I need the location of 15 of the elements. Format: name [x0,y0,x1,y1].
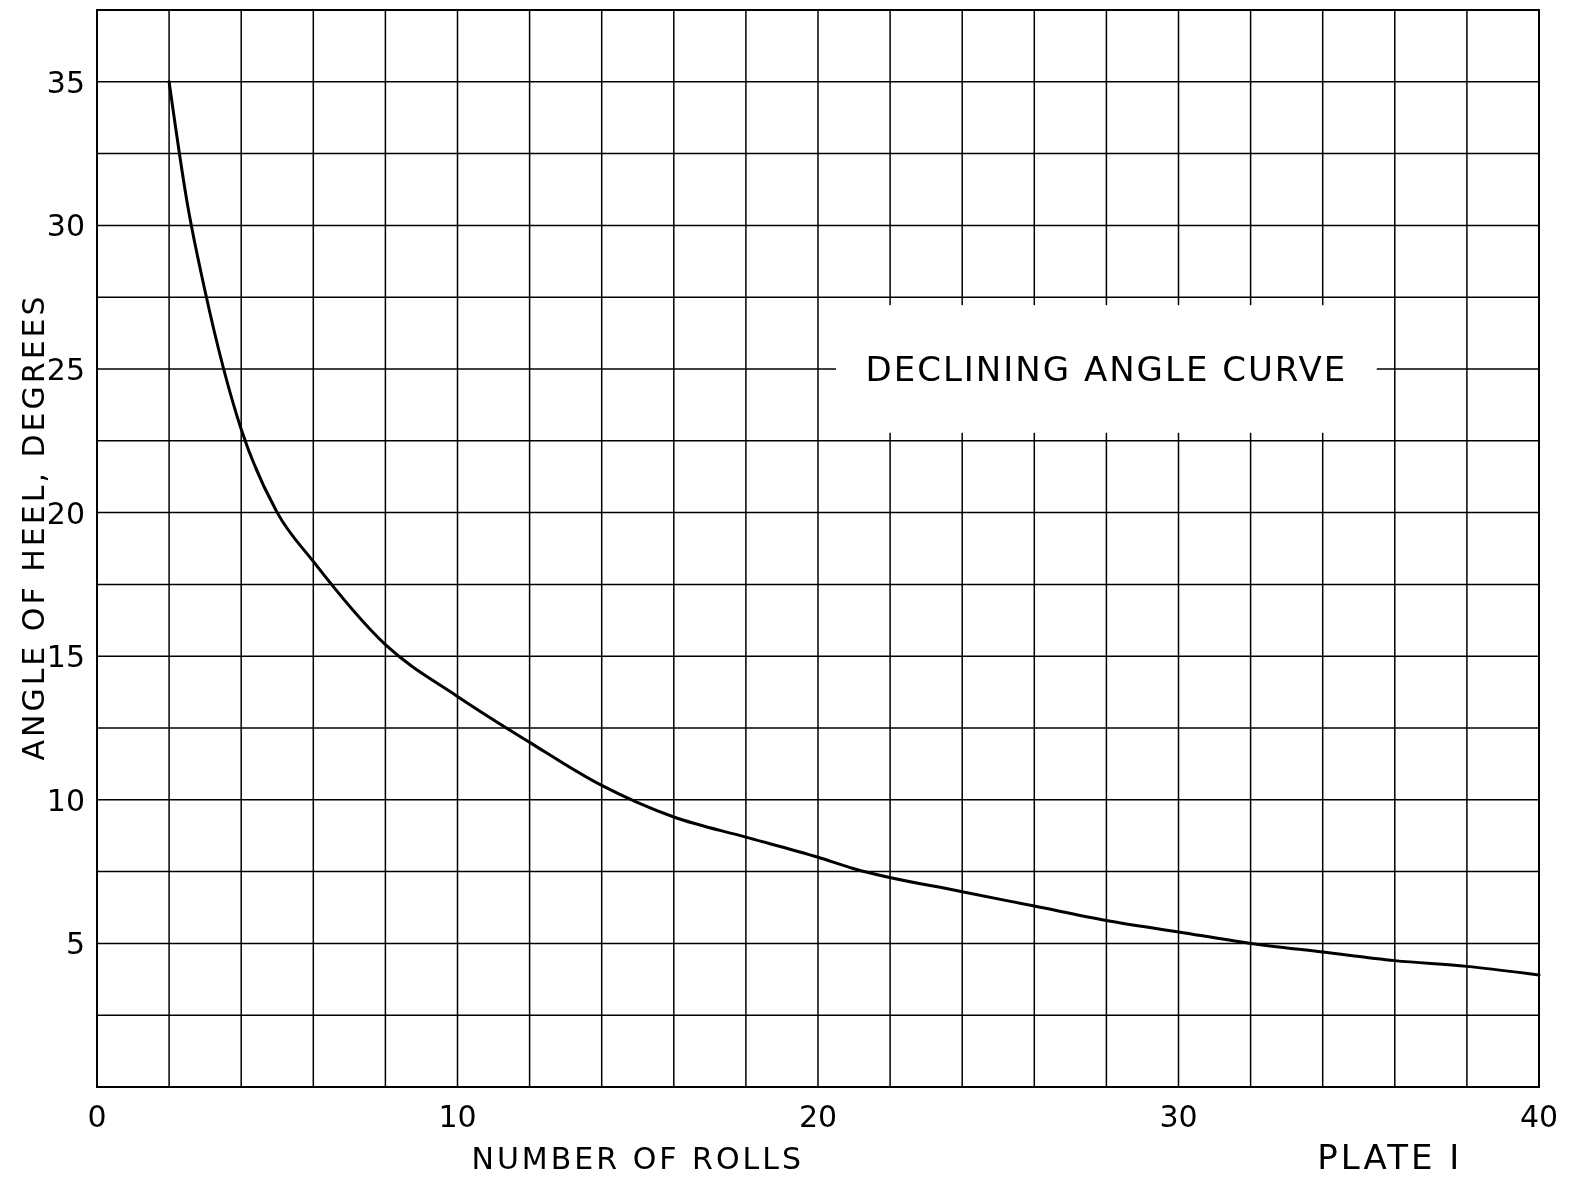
y-tick-label: 35 [46,64,85,100]
x-tick-label: 10 [438,1099,477,1134]
x-tick-label: 40 [1519,1099,1559,1134]
x-tick-label: 20 [798,1099,838,1134]
y-tick-label: 25 [46,352,85,387]
text: DECLINING ANGLE CURVE [865,349,1348,389]
y-tick-label: 20 [46,495,85,531]
x-tick-label: 0 [87,1099,107,1134]
y-tick-label: 5 [65,926,85,962]
y-tick-label: 10 [46,782,85,818]
text: PLATE I [1317,1137,1463,1177]
y-tick-label: 30 [46,208,85,244]
y-tick-label: 15 [46,639,85,675]
x-tick-label: 30 [1159,1099,1198,1134]
x-axis-title: NUMBER OF ROLLS [471,1141,805,1176]
